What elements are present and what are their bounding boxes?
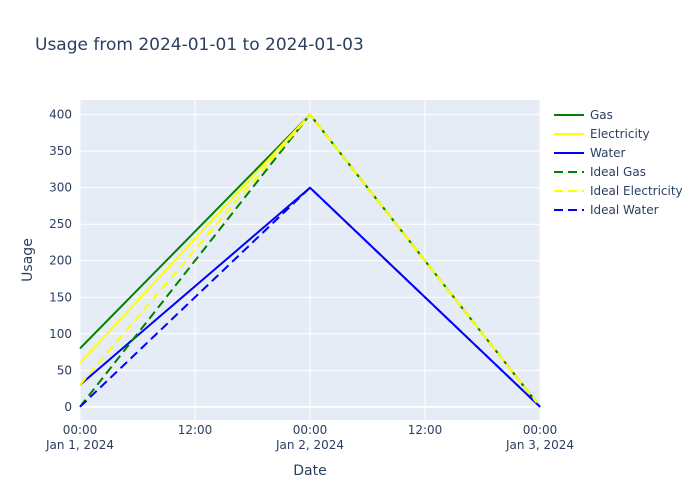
y-axis-title: Usage: [20, 238, 36, 282]
legend: Gas Electricity Water Ideal Gas Ideal Electr…: [554, 108, 683, 217]
legend-label-ideal-gas: Ideal Gas: [590, 165, 646, 179]
x-tick-time: 12:00: [408, 423, 443, 437]
x-tick-date: Jan 1, 2024: [45, 438, 114, 452]
legend-label-ideal-electricity: Ideal Electricity: [590, 184, 683, 198]
y-tick-label: 200: [49, 254, 72, 268]
x-tick-date: Jan 2, 2024: [275, 438, 344, 452]
y-tick-label: 100: [49, 327, 72, 341]
y-tick-label: 400: [49, 108, 72, 122]
series-line-ideal-electricity: [79, 113, 541, 408]
legend-label-water: Water: [590, 146, 626, 160]
series-line-water: [79, 186, 541, 408]
y-axis-ticks: 0 50 100 150 200 250 300 350 400: [49, 108, 72, 414]
y-tick-label: 250: [49, 217, 72, 231]
y-tick-label: 350: [49, 144, 72, 158]
legend-label-gas: Gas: [590, 108, 613, 122]
y-tick-label: 50: [57, 363, 72, 377]
x-axis-title: Date: [293, 463, 326, 479]
x-tick-date: Jan 3, 2024: [505, 438, 574, 452]
y-tick-label: 300: [49, 181, 72, 195]
y-tick-label: 0: [64, 400, 72, 414]
x-tick-time: 00:00: [523, 423, 558, 437]
legend-label-ideal-water: Ideal Water: [590, 203, 659, 217]
series-line-ideal-water: [79, 186, 541, 408]
x-tick-time: 00:00: [293, 423, 328, 437]
chart-title: Usage from 2024-01-01 to 2024-01-03: [35, 35, 364, 55]
y-tick-label: 150: [49, 290, 72, 304]
series-lines: [79, 113, 541, 408]
legend-label-electricity: Electricity: [590, 127, 650, 141]
x-tick-time: 00:00: [63, 423, 98, 437]
x-tick-time: 12:00: [178, 423, 213, 437]
